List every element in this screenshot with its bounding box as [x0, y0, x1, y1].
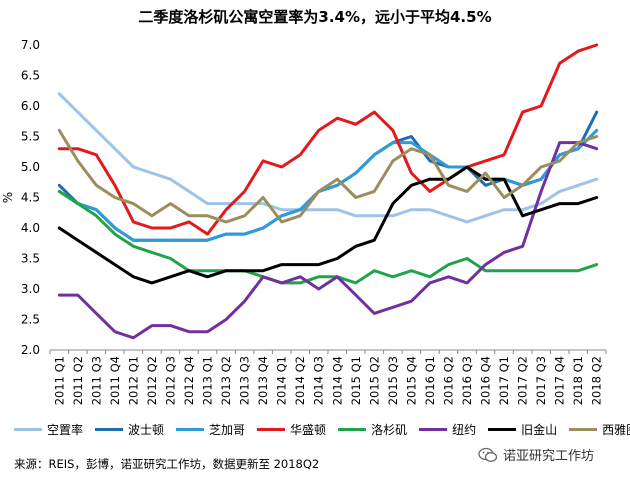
x-tick-label: 2015 Q3 — [386, 356, 400, 405]
legend-label: 西雅图 — [602, 422, 630, 437]
wechat-icon — [478, 447, 498, 462]
x-tick-label: 2014 Q2 — [293, 356, 307, 405]
series-line-3 — [57, 43, 599, 236]
x-tick-label: 2017 Q2 — [516, 356, 530, 405]
x-tick-label: 2017 Q1 — [497, 356, 511, 405]
legend-label: 芝加哥 — [209, 422, 246, 437]
x-tick-label: 2016 Q4 — [479, 356, 493, 405]
series-line-1 — [57, 110, 599, 242]
x-tick-label: 2012 Q4 — [182, 356, 196, 405]
y-tick-label: 3.5 — [21, 252, 40, 266]
y-tick-label: 4.0 — [21, 221, 40, 235]
x-tick-label: 2018 Q2 — [590, 356, 604, 405]
legend-item: 洛杉矶 — [338, 421, 407, 438]
y-tick-label: 4.5 — [21, 191, 40, 205]
legend-item: 芝加哥 — [176, 421, 245, 438]
legend-label: 纽约 — [452, 422, 477, 437]
x-tick-label: 2017 Q4 — [553, 356, 567, 405]
legend-swatch — [488, 427, 517, 431]
x-tick-label: 2011 Q2 — [71, 356, 85, 405]
series-line-5 — [57, 141, 599, 340]
series-line-7 — [57, 128, 599, 224]
chart-title: 二季度洛杉矶公寓空置率为3.4%，远小于平均4.5% — [138, 8, 492, 26]
x-tick-label: 2012 Q3 — [163, 356, 177, 405]
y-axis-label: % — [1, 192, 15, 203]
legend-swatch — [338, 427, 367, 431]
x-tick-label: 2011 Q1 — [52, 356, 66, 405]
x-tick-label: 2014 Q3 — [312, 356, 326, 405]
x-tick-label: 2015 Q1 — [349, 356, 363, 405]
x-tick-label: 2014 Q1 — [275, 356, 289, 405]
x-tick-label: 2013 Q2 — [219, 356, 233, 405]
y-tick-label: 7.0 — [21, 38, 40, 52]
chart-legend: 空置率 波士顿 芝加哥 华盛顿 洛杉矶 纽约 旧金山 西雅图 — [14, 420, 630, 438]
legend-swatch — [569, 427, 598, 431]
watermark-label: 诺亚研究工作坊 — [503, 449, 595, 464]
legend-label: 华盛顿 — [290, 422, 327, 437]
legend-item: 纽约 — [419, 421, 476, 438]
series-line-4 — [57, 189, 599, 285]
x-tick-label: 2013 Q4 — [256, 356, 270, 405]
series-line-2 — [57, 128, 599, 242]
x-tick-label: 2015 Q2 — [367, 356, 381, 405]
legend-label: 波士顿 — [128, 422, 165, 437]
source-note: 来源：REIS，彭博，诺亚研究工作坊，数据更新至 2018Q2 — [14, 457, 320, 471]
y-tick-label: 5.5 — [21, 130, 40, 144]
x-tick-label: 2012 Q1 — [126, 356, 140, 405]
legend-item: 华盛顿 — [257, 421, 326, 438]
y-tick-label: 3.0 — [21, 282, 40, 296]
x-tick-label: 2011 Q3 — [89, 356, 103, 405]
legend-swatch — [419, 427, 448, 431]
x-tick-label: 2013 Q3 — [238, 356, 252, 405]
series-line-6 — [57, 165, 599, 285]
y-tick-label: 6.5 — [21, 69, 40, 83]
y-tick-label: 2.0 — [21, 343, 40, 357]
series-line-0 — [57, 92, 599, 224]
x-tick-label: 2014 Q4 — [330, 356, 344, 405]
legend-swatch — [257, 427, 286, 431]
watermark: 诺亚研究工作坊 — [478, 445, 594, 464]
legend-swatch — [176, 427, 205, 431]
y-tick-label: 5.0 — [21, 160, 40, 174]
y-tick-label: 2.5 — [21, 313, 40, 327]
x-tick-label: 2011 Q4 — [108, 356, 122, 405]
legend-item: 旧金山 — [488, 421, 557, 438]
legend-label: 旧金山 — [521, 422, 558, 437]
x-tick-label: 2012 Q2 — [145, 356, 159, 405]
legend-label: 洛杉矶 — [371, 422, 408, 437]
legend-item: 空置率 — [14, 421, 83, 438]
x-tick-label: 2015 Q4 — [404, 356, 418, 405]
legend-item: 西雅图 — [569, 421, 630, 438]
x-tick-label: 2016 Q2 — [441, 356, 455, 405]
x-tick-label: 2018 Q1 — [571, 356, 585, 405]
legend-item: 波士顿 — [95, 421, 164, 438]
x-tick-label: 2013 Q1 — [201, 356, 215, 405]
y-tick-label: 6.0 — [21, 99, 40, 113]
legend-swatch — [95, 427, 124, 431]
x-tick-label: 2016 Q1 — [423, 356, 437, 405]
x-tick-label: 2017 Q3 — [534, 356, 548, 405]
legend-swatch — [14, 427, 42, 431]
x-tick-label: 2016 Q3 — [460, 356, 474, 405]
legend-label: 空置率 — [47, 422, 84, 437]
